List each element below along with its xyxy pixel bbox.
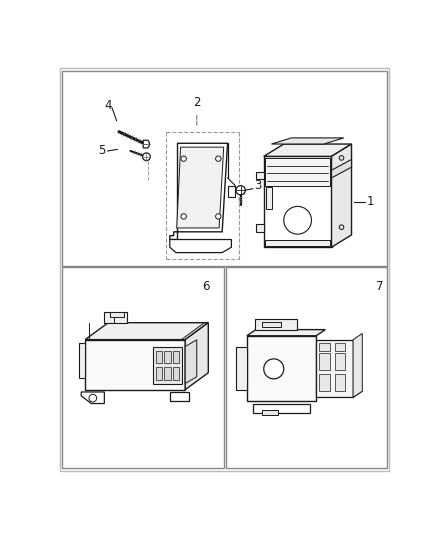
Bar: [156, 367, 162, 379]
Circle shape: [215, 156, 221, 161]
Polygon shape: [272, 138, 344, 144]
Polygon shape: [236, 348, 247, 390]
Bar: [264, 156, 332, 247]
Text: 6: 6: [202, 280, 210, 293]
Circle shape: [264, 359, 284, 379]
Polygon shape: [185, 322, 208, 390]
Text: 5: 5: [99, 144, 106, 157]
Text: 4: 4: [104, 99, 112, 112]
Polygon shape: [332, 159, 352, 178]
Polygon shape: [237, 187, 244, 193]
Bar: [110, 312, 124, 317]
Bar: [62, 267, 224, 468]
Polygon shape: [143, 140, 149, 148]
Polygon shape: [170, 392, 189, 401]
Circle shape: [339, 225, 344, 230]
Polygon shape: [353, 334, 362, 398]
Bar: [262, 410, 278, 415]
Polygon shape: [177, 147, 224, 228]
Polygon shape: [254, 319, 297, 329]
Polygon shape: [85, 322, 208, 340]
Polygon shape: [85, 340, 185, 390]
Text: 2: 2: [193, 95, 201, 109]
Polygon shape: [256, 172, 264, 180]
Polygon shape: [256, 224, 264, 232]
Text: 7: 7: [376, 280, 383, 293]
Bar: [335, 353, 346, 370]
Bar: [164, 351, 170, 364]
Polygon shape: [79, 343, 85, 378]
Circle shape: [284, 206, 311, 234]
Text: 3: 3: [254, 179, 262, 192]
Bar: [265, 158, 330, 185]
Bar: [319, 343, 330, 351]
Polygon shape: [170, 239, 231, 253]
Polygon shape: [185, 340, 197, 384]
Bar: [265, 239, 330, 246]
Bar: [319, 353, 330, 370]
Bar: [156, 351, 162, 364]
Bar: [62, 71, 387, 265]
Polygon shape: [104, 312, 127, 322]
Polygon shape: [253, 403, 310, 413]
Circle shape: [339, 156, 344, 160]
Polygon shape: [316, 391, 362, 398]
Polygon shape: [228, 185, 235, 197]
Bar: [335, 374, 346, 391]
Polygon shape: [264, 144, 352, 156]
Circle shape: [181, 214, 186, 219]
Bar: [262, 322, 282, 327]
Polygon shape: [170, 143, 228, 239]
Polygon shape: [247, 329, 325, 336]
Bar: [335, 343, 346, 351]
Circle shape: [215, 214, 221, 219]
Circle shape: [236, 185, 245, 195]
Circle shape: [143, 153, 150, 160]
Bar: [266, 187, 272, 209]
Bar: [316, 340, 353, 398]
Bar: [173, 367, 179, 379]
Bar: [173, 351, 179, 364]
Circle shape: [89, 394, 97, 402]
Polygon shape: [332, 144, 352, 247]
Polygon shape: [81, 392, 104, 403]
Circle shape: [181, 156, 186, 161]
Bar: [153, 346, 182, 384]
Bar: [226, 267, 387, 468]
Bar: [247, 336, 316, 401]
Bar: [164, 367, 170, 379]
Bar: [319, 374, 330, 391]
Text: 1: 1: [367, 195, 374, 208]
